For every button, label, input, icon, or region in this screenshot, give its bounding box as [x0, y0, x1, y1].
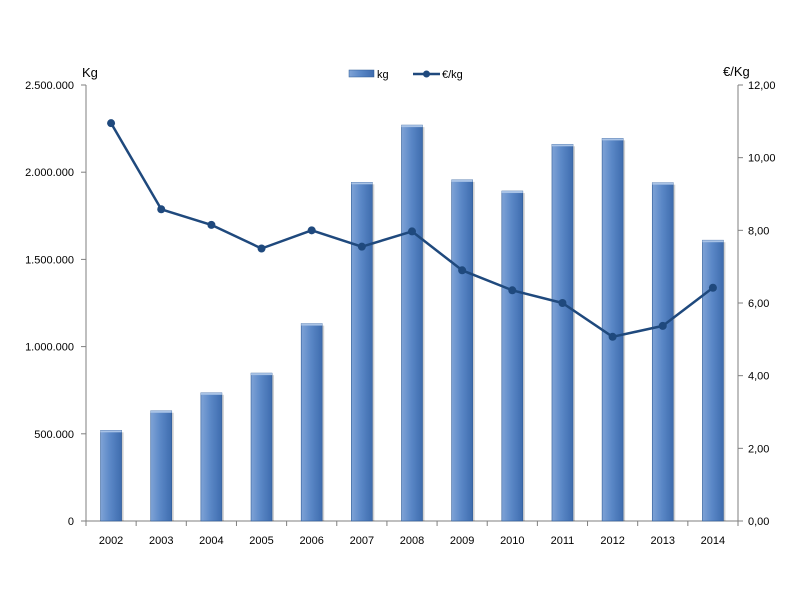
bar-top-highlight	[150, 410, 172, 413]
bar	[100, 430, 122, 522]
bar-top-highlight	[451, 179, 473, 182]
bar	[200, 392, 223, 522]
x-tick-label: 2003	[149, 535, 173, 547]
legend-label-kg: kg	[377, 69, 389, 81]
price-point	[608, 332, 617, 341]
left-tick-label: 500.000	[34, 429, 74, 441]
legend-label-eur: €/kg	[442, 69, 463, 81]
bar-top-highlight	[200, 392, 222, 395]
x-tick-label: 2012	[600, 535, 624, 547]
right-tick-label: 8,00	[748, 225, 769, 237]
left-axis-title: Kg	[82, 65, 98, 80]
bar	[150, 410, 173, 522]
left-tick-label: 2.500.000	[25, 80, 74, 92]
x-axis-ticks: 2002 2003 2004 2005 2006 2007 2008 2009 2010 2011…	[85, 521, 739, 547]
right-axis-ticks: 0,00 2,00 4,00 6,00 8,00 10,00 12,00	[738, 80, 776, 528]
x-tick-label: 2008	[400, 535, 424, 547]
bar-top-highlight	[301, 323, 323, 326]
right-tick-label: 0,00	[748, 516, 769, 528]
price-point	[508, 286, 517, 295]
bar	[351, 182, 373, 522]
x-tick-label: 2007	[350, 535, 374, 547]
x-tick-label: 2010	[500, 535, 524, 547]
bar-top-highlight	[602, 138, 624, 141]
right-tick-label: 6,00	[748, 298, 769, 310]
bar-top-highlight	[351, 182, 373, 185]
bar	[250, 372, 273, 522]
bar	[702, 239, 724, 522]
bar	[651, 182, 674, 522]
bar-series	[100, 124, 726, 522]
price-point	[558, 299, 567, 307]
x-tick-label: 2009	[450, 535, 474, 547]
price-point	[408, 227, 416, 236]
price-point	[207, 220, 216, 229]
price-point	[458, 266, 467, 275]
x-tick-label: 2011	[551, 535, 575, 547]
x-tick-label: 2002	[99, 535, 123, 547]
price-point	[708, 283, 717, 292]
bar-top-highlight	[702, 240, 724, 243]
left-tick-label: 2.000.000	[25, 167, 74, 179]
price-point	[257, 244, 266, 253]
legend-swatch-eur-marker	[423, 70, 430, 78]
price-point	[658, 321, 667, 330]
right-tick-label: 12,00	[748, 80, 776, 92]
bar	[601, 138, 624, 522]
x-tick-label: 2014	[701, 535, 725, 547]
x-tick-label: 2013	[651, 535, 675, 547]
bar-top-highlight	[401, 125, 423, 128]
left-tick-label: 1.000.000	[25, 342, 74, 354]
right-tick-label: 2,00	[748, 443, 769, 455]
x-tick-label: 2004	[199, 535, 223, 547]
bar	[551, 143, 574, 522]
bar-top-highlight	[551, 144, 573, 147]
right-tick-label: 10,00	[748, 153, 776, 165]
price-point	[107, 119, 116, 128]
left-tick-label: 0	[68, 516, 74, 528]
x-tick-label: 2006	[299, 535, 323, 547]
bar	[300, 323, 323, 522]
bar	[451, 179, 473, 522]
bar-top-highlight	[652, 182, 674, 185]
bar	[401, 124, 423, 522]
x-tick-label: 2005	[249, 535, 273, 547]
bar-top-highlight	[251, 373, 273, 376]
bar-top-highlight	[100, 430, 122, 433]
left-tick-label: 1.500.000	[25, 254, 74, 266]
legend-swatch-kg	[348, 69, 375, 78]
left-axis-ticks: 0 500.000 1.000.000 1.500.000 2.000.000 2.500…	[25, 80, 86, 528]
line-series	[107, 119, 717, 341]
price-point	[157, 205, 166, 214]
right-tick-label: 4,00	[748, 371, 769, 383]
right-axis-title: €/Kg	[723, 64, 750, 79]
price-point	[307, 226, 316, 235]
price-point	[357, 242, 366, 251]
bar-top-highlight	[501, 191, 523, 194]
bar	[501, 190, 524, 522]
legend: kg €/kg	[348, 69, 463, 81]
